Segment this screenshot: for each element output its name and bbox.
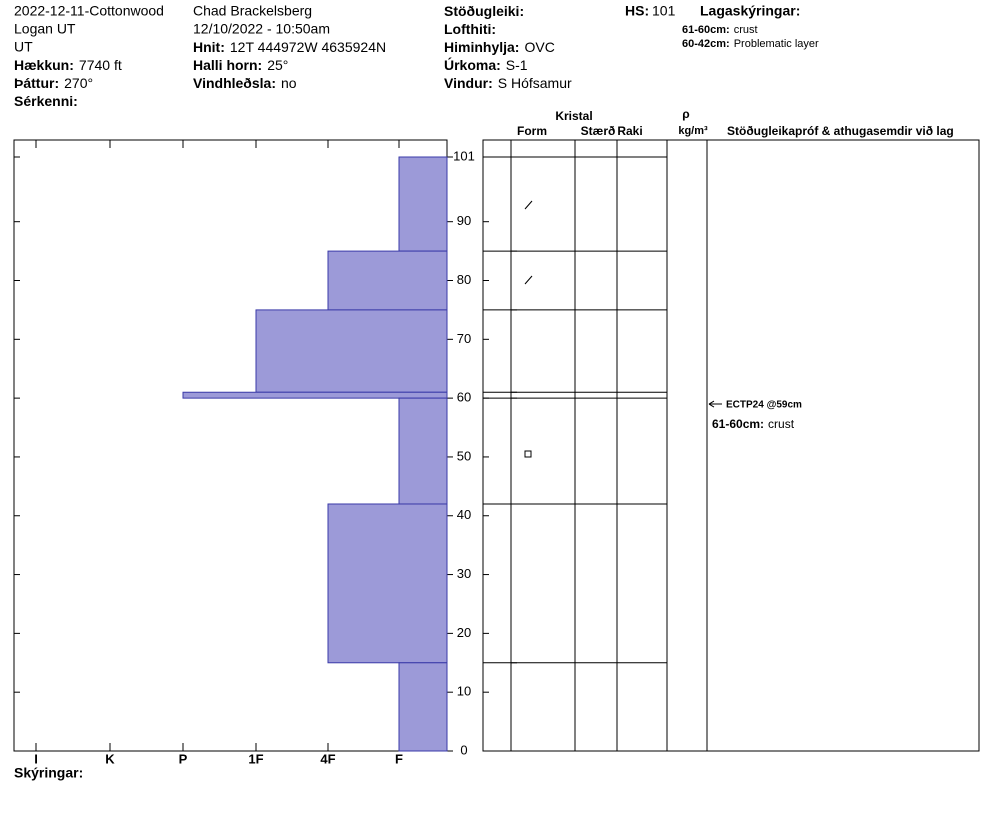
legend-title: Lagaskýringar: xyxy=(700,3,800,19)
header-value: S-1 xyxy=(506,57,528,73)
stability-header: Stöðugleikapróf & athugasemdir við lag xyxy=(727,124,954,138)
header-label: Himinhylja: xyxy=(444,39,519,55)
depth-tick-label: 50 xyxy=(457,448,471,463)
hardness-label: I xyxy=(34,751,38,766)
depth-tick-label: 90 xyxy=(457,213,471,228)
hs-value: 101 xyxy=(652,3,676,19)
layer-table-frame xyxy=(482,139,980,752)
size-header: Stærð xyxy=(581,124,616,138)
depth-tick-label: 101 xyxy=(453,148,475,163)
hardness-label: 1F xyxy=(248,751,263,766)
density-unit-header: kg/m³ xyxy=(678,125,708,137)
header-text: 2022-12-11-Cottonwood xyxy=(14,3,164,19)
rho-header: ρ xyxy=(682,107,689,121)
header-value: 7740 ft xyxy=(79,57,122,73)
header-label: Hækkun: xyxy=(14,57,74,73)
legend-text: crust xyxy=(734,24,758,36)
header-value: S Hófsamur xyxy=(498,75,572,91)
header-label: Stöðugleiki: xyxy=(444,3,524,19)
layer-comment: 61-60cm: crust xyxy=(712,417,795,431)
depth-tick-label: 70 xyxy=(457,331,471,346)
header-value: 25° xyxy=(267,57,288,73)
hardness-label: 4F xyxy=(320,751,335,766)
header-label: Vindur: xyxy=(444,75,493,91)
header-label: Halli horn: xyxy=(193,57,262,73)
header-text: 12/10/2022 - 10:50am xyxy=(193,21,330,37)
test-arrowhead xyxy=(708,400,715,408)
depth-tick-label: 40 xyxy=(457,507,471,522)
header-value: 12T 444972W 4635924N xyxy=(230,39,386,55)
header-field: Himinhylja: OVC xyxy=(444,39,555,55)
header-label: Þáttur: xyxy=(14,75,59,91)
hs-label: HS: xyxy=(625,3,649,19)
header-label: Úrkoma: xyxy=(444,56,501,73)
legend-label: 61-60cm: xyxy=(682,24,730,36)
header-label: Vindhleðsla: xyxy=(193,75,276,91)
moisture-header: Raki xyxy=(617,124,642,138)
depth-tick-label: 10 xyxy=(457,684,471,699)
legend-entry: 61-60cm: crust xyxy=(682,24,758,36)
crystal-header: Kristal xyxy=(555,109,592,123)
hardness-bar xyxy=(398,662,448,752)
header-value: OVC xyxy=(524,39,554,55)
hardness-bar xyxy=(327,503,448,664)
hardness-bar xyxy=(255,309,448,393)
header-label: Sérkenni: xyxy=(14,93,78,109)
table-column-lines xyxy=(510,140,708,751)
header-text: Logan UT xyxy=(14,21,76,37)
comment-text: crust xyxy=(768,417,795,431)
test-label: ECTP24 @59cm xyxy=(726,400,802,411)
legend-label: 60-42cm: xyxy=(682,38,730,50)
legend-entry: 60-42cm: Problematic layer xyxy=(682,38,819,50)
header-field: Lofthiti: xyxy=(444,21,496,37)
footer-label: Skýringar: xyxy=(14,765,83,781)
hardness-bar xyxy=(182,391,448,399)
depth-tick-label: 0 xyxy=(460,742,467,757)
comment-label: 61-60cm: xyxy=(712,417,764,431)
header-field: Sérkenni: xyxy=(14,93,78,109)
header-field: Halli horn: 25° xyxy=(193,57,288,73)
header-field: Vindur: S Hófsamur xyxy=(444,75,572,91)
header-value: 270° xyxy=(64,75,93,91)
header-text: UT xyxy=(14,39,33,55)
depth-tick-label: 20 xyxy=(457,625,471,640)
depth-tick-label: 80 xyxy=(457,272,471,287)
hardness-label: F xyxy=(395,751,403,766)
stability-header-clip: Stöðugleikapróf & athugasemdir við lag xyxy=(727,124,954,138)
hardness-label: P xyxy=(179,751,188,766)
depth-tick-label: 30 xyxy=(457,566,471,581)
header-field: Úrkoma: S-1 xyxy=(444,56,528,73)
hardness-bar xyxy=(327,250,448,311)
header-value: no xyxy=(281,75,297,91)
hardness-bar xyxy=(398,156,448,252)
header-text: Chad Brackelsberg xyxy=(193,3,312,19)
header-field: Stöðugleiki: xyxy=(444,3,524,19)
header-label: Lofthiti: xyxy=(444,21,496,37)
grain-form-symbols xyxy=(524,200,533,458)
header-label: Hnit: xyxy=(193,39,225,55)
header-field: Hækkun: 7740 ft xyxy=(14,57,122,73)
hardness-label: K xyxy=(105,751,115,766)
legend-text: Problematic layer xyxy=(734,38,819,50)
hardness-bar xyxy=(398,397,448,505)
header-field: Vindhleðsla: no xyxy=(193,75,297,91)
form-header: Form xyxy=(517,124,547,138)
depth-tick-label: 60 xyxy=(457,390,471,405)
header-field: Hnit: 12T 444972W 4635924N xyxy=(193,39,386,55)
header-field: Þáttur: 270° xyxy=(14,75,93,91)
